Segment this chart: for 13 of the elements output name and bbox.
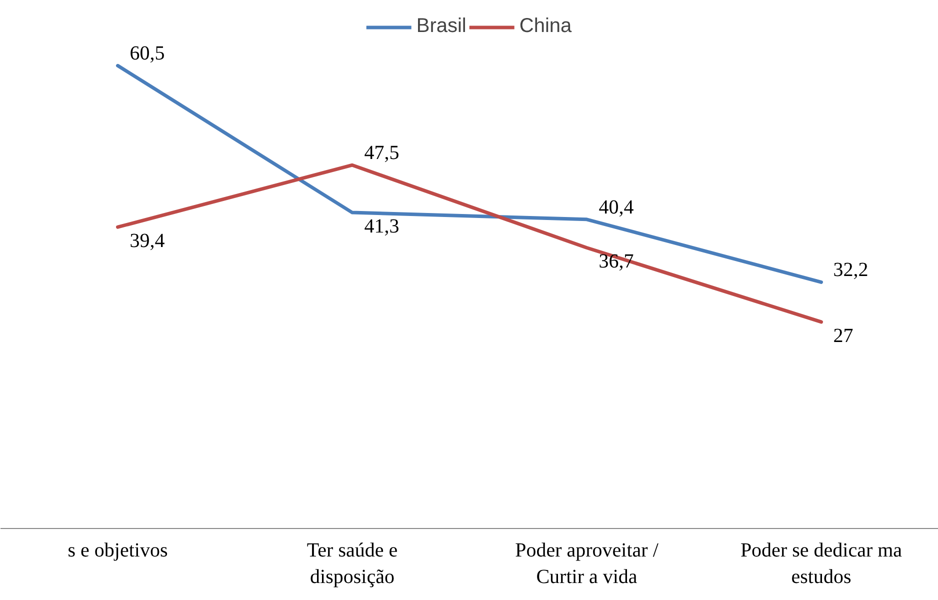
data-label: 32,2: [833, 259, 868, 282]
legend-label: China: [519, 15, 572, 38]
data-label: 39,4: [130, 230, 165, 252]
legend-label: Brasil: [416, 15, 466, 38]
x-tick-label: s e objetivos: [68, 540, 168, 562]
data-label: 40,4: [598, 196, 634, 218]
data-label: 27: [833, 324, 854, 347]
data-label: 47,5: [364, 142, 400, 164]
data-label: 60,5: [130, 42, 165, 65]
x-tick-label: Poder aproveitar / Curtir a vida: [515, 540, 659, 588]
data-label: 41,3: [364, 216, 400, 238]
x-tick-label: Poder se dedicar ma estudos: [740, 540, 902, 588]
x-tick-label: Ter saúde e disposição: [306, 540, 398, 588]
